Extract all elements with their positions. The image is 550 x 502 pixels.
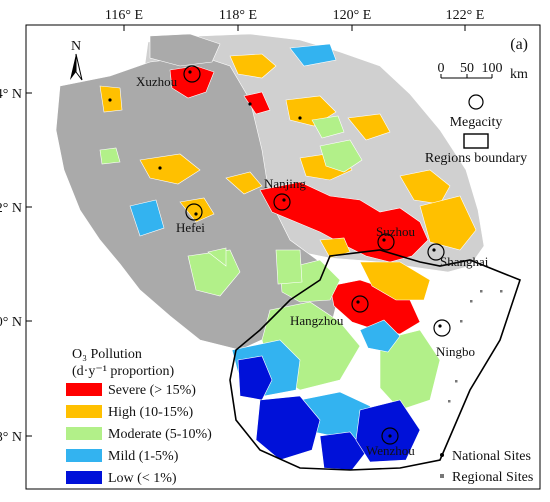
city-label-wenzhou: Wenzhou [366, 443, 415, 458]
city-label-hangzhou: Hangzhou [290, 313, 344, 328]
legend-title-line2: (d·y⁻¹ proportion) [72, 364, 175, 379]
regions-mild [129, 43, 401, 441]
city-label-ningbo: Ningbo [436, 344, 475, 359]
city-label-shanghai: Shanghai [440, 254, 489, 269]
legend-regional-label: Regional Sites [452, 470, 533, 485]
legend-boundary-label: Regions boundary [425, 151, 527, 166]
legend-low-label: Low (< 1%) [108, 471, 177, 486]
x-tick-120: 120° E [333, 8, 372, 23]
legend-megacity-label: Megacity [450, 115, 503, 130]
megacity-markers [183, 65, 451, 445]
legend-moderate-label: Moderate (5-10%) [108, 427, 212, 442]
tick-marks [26, 25, 466, 437]
scale-unit: km [510, 67, 528, 82]
regions-boundary-outline [229, 249, 521, 471]
y-tick-30: 30° N [0, 315, 22, 330]
scale-label-50: 50 [460, 61, 474, 76]
national-site-dots [108, 70, 442, 438]
y-tick-32: 32° N [0, 201, 22, 216]
legend-national-label: National Sites [452, 449, 531, 464]
north-arrow-label: N [71, 39, 81, 54]
y-tick-28: 28° N [0, 430, 22, 445]
regions-high [99, 53, 477, 301]
scale-label-0: 0 [438, 61, 445, 76]
regional-site-dots [448, 290, 503, 403]
x-tick-122: 122° E [446, 8, 485, 23]
x-tick-116: 116° E [105, 8, 143, 23]
scale-label-100: 100 [482, 61, 503, 76]
x-tick-118: 118° E [219, 8, 257, 23]
city-label-nanjing: Nanjing [264, 176, 306, 191]
legend-national-dot [440, 453, 444, 457]
city-label-suzhou: Suzhou [376, 224, 416, 239]
legend-high-label: High (10-15%) [108, 405, 193, 420]
pollution-legend-items: Severe (> 15%) High (10-15%) Moderate (5… [66, 383, 212, 486]
regions-low [237, 355, 421, 471]
legend-title-line1: O₃ Pollution [72, 347, 142, 362]
scale-bar: 0 50 100 km [438, 61, 529, 82]
legend-regional-dot [440, 474, 444, 478]
legend-boundary-symbol [463, 133, 489, 149]
legend-mild-label: Mild (1-5%) [108, 449, 179, 464]
north-arrow: N [70, 39, 83, 81]
legend-megacity-symbol [468, 94, 484, 110]
city-label-hefei: Hefei [176, 220, 205, 235]
panel-label: (a) [510, 36, 528, 53]
y-tick-34: 34° N [0, 87, 22, 102]
legend-severe-label: Severe (> 15%) [108, 383, 196, 398]
city-label-xuzhou: Xuzhou [136, 74, 178, 89]
